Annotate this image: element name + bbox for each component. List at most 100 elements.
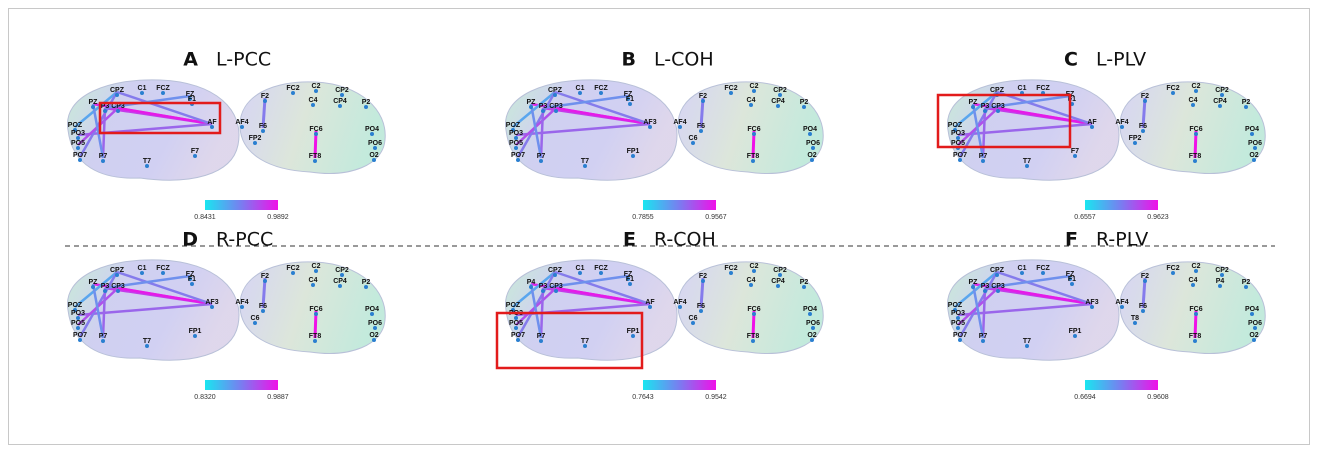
electrode-label: FP2 — [249, 135, 262, 142]
electrode-label: PO7 — [953, 332, 967, 339]
electrode-label: POZ — [68, 122, 83, 129]
electrode-label: PO3 — [509, 130, 523, 137]
electrode-label: O2 — [1249, 332, 1258, 339]
electrode-label: P7 — [979, 153, 988, 160]
electrode-label: P2 — [362, 99, 371, 106]
electrode-label: FC6 — [1189, 306, 1202, 313]
electrode-label: F2 — [1141, 273, 1149, 280]
electrode-label: FC2 — [724, 85, 737, 92]
electrode-label: T7 — [143, 338, 151, 345]
electrode-label: F2 — [699, 93, 707, 100]
electrode-label: PO5 — [71, 140, 85, 147]
electrode-label: FP1 — [627, 148, 640, 155]
electrode-label: O2 — [807, 332, 816, 339]
electrode-label: FT8 — [1189, 153, 1202, 160]
electrode-label: F6 — [259, 303, 267, 310]
electrode-label: P3 — [101, 283, 110, 290]
electrode-label: C4 — [309, 97, 318, 104]
electrode-label: AF3 — [205, 299, 218, 306]
panel-title: L-PCC — [216, 49, 271, 71]
electrode-label: FC2 — [1166, 85, 1179, 92]
electrode-label: FCZ — [156, 85, 170, 92]
figure: AL-PCCCPZC1FCZFZF1P3CP3PZAFPOZPO3PO5PO7P… — [0, 0, 1318, 453]
electrode-label: AF4 — [1115, 299, 1128, 306]
panel-title: R-COH — [654, 229, 716, 251]
electrode-label: F2 — [1141, 93, 1149, 100]
frame — [9, 9, 1310, 445]
electrode-label: F6 — [697, 123, 705, 130]
electrode-label: PO5 — [509, 320, 523, 327]
electrode-label: PO3 — [951, 130, 965, 137]
electrode-label: FP1 — [1069, 328, 1082, 335]
electrode-label: POZ — [506, 122, 521, 129]
colorbar-min: 0.6694 — [1074, 394, 1096, 401]
electrode-label: C2 — [750, 263, 759, 270]
electrode-label: FC6 — [1189, 126, 1202, 133]
colorbar-max: 0.9608 — [1147, 394, 1169, 401]
electrode-label: PO7 — [73, 152, 87, 159]
electrode-label: CP2 — [1215, 267, 1229, 274]
electrode-label: P7 — [537, 153, 546, 160]
electrode-label: C4 — [747, 277, 756, 284]
panel-letter: E — [623, 229, 636, 251]
colorbar-min: 0.8431 — [194, 214, 216, 221]
electrode-label: T7 — [581, 158, 589, 165]
electrode-label: C1 — [138, 265, 147, 272]
electrode-label: PO3 — [71, 310, 85, 317]
electrode-label: C6 — [251, 315, 260, 322]
electrode-label: T8 — [1131, 315, 1139, 322]
electrode-label: PO4 — [365, 126, 379, 133]
electrode-label: F2 — [261, 93, 269, 100]
electrode-label: PZ — [969, 99, 979, 106]
electrode-label: FT8 — [309, 333, 322, 340]
electrode-label: F1 — [188, 276, 196, 283]
electrode-label: P7 — [99, 153, 108, 160]
electrode-label: PO6 — [368, 140, 382, 147]
colorbar — [1085, 200, 1158, 210]
electrode-label: P3 — [539, 103, 548, 110]
electrode-label: FP1 — [189, 328, 202, 335]
colorbar — [643, 380, 716, 390]
colorbar-max: 0.9623 — [1147, 214, 1169, 221]
electrode-label: T7 — [1023, 338, 1031, 345]
electrode-label: AF3 — [1085, 299, 1098, 306]
electrode-label: PO7 — [73, 332, 87, 339]
electrode-label: PO7 — [511, 332, 525, 339]
electrode-label: C2 — [750, 83, 759, 90]
electrode-label: O2 — [369, 332, 378, 339]
colorbar-max: 0.9887 — [267, 394, 289, 401]
electrode-label: FC6 — [309, 306, 322, 313]
panel-letter: C — [1064, 49, 1078, 71]
colorbar-max: 0.9567 — [705, 214, 727, 221]
electrode-label: CP3 — [549, 283, 563, 290]
electrode-label: C2 — [1192, 263, 1201, 270]
electrode-label: CP4 — [333, 98, 347, 105]
electrode-label: P3 — [539, 283, 548, 290]
electrode-label: O2 — [807, 152, 816, 159]
electrode-label: T7 — [1023, 158, 1031, 165]
electrode-label: C1 — [138, 85, 147, 92]
electrode-label: PZ — [89, 279, 99, 286]
electrode-label: AF — [207, 119, 217, 126]
electrode-label: F6 — [1139, 123, 1147, 130]
electrode-label: CP2 — [335, 267, 349, 274]
electrode-label: C2 — [312, 83, 321, 90]
electrode-label: P2 — [800, 99, 809, 106]
electrode-label: CP4 — [771, 278, 785, 285]
electrode-label: C2 — [1192, 83, 1201, 90]
electrode-label: PO7 — [953, 152, 967, 159]
electrode-label: PO6 — [806, 140, 820, 147]
electrode-label: F6 — [1139, 303, 1147, 310]
panel-title: L-PLV — [1096, 49, 1146, 71]
electrode-label: FCZ — [594, 265, 608, 272]
electrode-label: PO5 — [71, 320, 85, 327]
electrode-label: FP1 — [627, 328, 640, 335]
electrode-label: C1 — [1018, 85, 1027, 92]
electrode-label: CPZ — [110, 87, 125, 94]
panel-title: L-COH — [654, 49, 714, 71]
electrode-label: FT8 — [747, 333, 760, 340]
electrode-label: CP4 — [333, 278, 347, 285]
electrode-label: CP4 — [771, 98, 785, 105]
electrode-label: C1 — [576, 85, 585, 92]
electrode-label: C1 — [576, 265, 585, 272]
